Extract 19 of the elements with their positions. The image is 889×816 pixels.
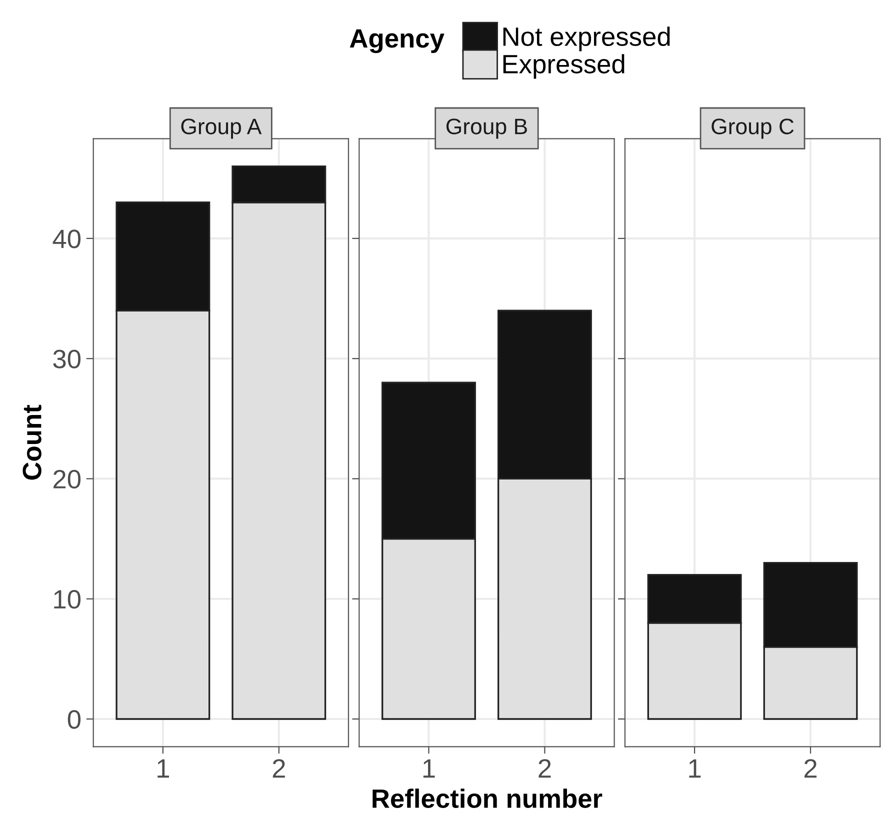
x-tick-label: 2 bbox=[538, 759, 551, 778]
x-tick-label: 1 bbox=[689, 759, 701, 778]
x-tick-label: 1 bbox=[158, 759, 169, 778]
chart-title: Group C bbox=[712, 118, 794, 139]
legend-title: Agency bbox=[350, 29, 444, 54]
legend-label: Expressed bbox=[503, 54, 624, 79]
chart-title: Group A bbox=[181, 118, 262, 139]
x-tick-label: 1 bbox=[423, 759, 435, 778]
legend-label: Not expressed bbox=[503, 26, 670, 52]
y-tick-label: 10 bbox=[54, 590, 81, 609]
y-tick-label: 40 bbox=[52, 230, 81, 248]
y-tick-label: 30 bbox=[53, 350, 81, 368]
chart-title: Group B bbox=[446, 118, 527, 139]
x-tick-label: 2 bbox=[804, 759, 817, 778]
y-tick-label: 20 bbox=[54, 470, 81, 489]
y-axis-title: Count bbox=[22, 404, 42, 480]
x-tick-label: 2 bbox=[272, 759, 285, 778]
y-tick-label: 0 bbox=[68, 710, 81, 729]
x-axis-title: Reflection number bbox=[372, 788, 602, 808]
